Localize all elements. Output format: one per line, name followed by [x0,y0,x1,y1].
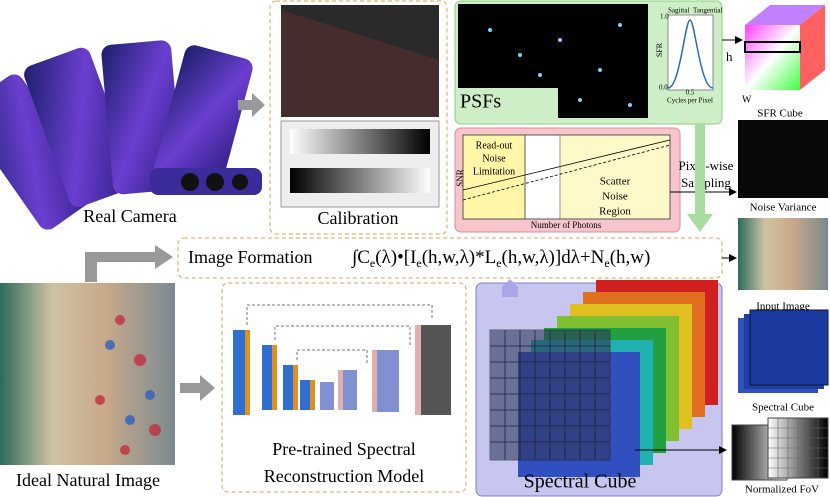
psfs-image [458,4,648,118]
arrow [85,245,173,282]
spectral-cube-thumb-label: Spectral Cube [752,402,814,414]
formula-part: ∫C [351,247,370,269]
psfs-label: PSFs [460,91,501,113]
noise-region-2: Noise [602,191,628,203]
natural-image-label: Ideal Natural Image [16,470,160,490]
sfr-legend: Sagittal [668,7,689,15]
formula: ∫Ce(λ)•[Ie(h,w,λ)*Le(h,w,λ)]dλ+Ne(h,w) [351,247,650,269]
noise-x-label: Number of Photons [531,220,602,230]
arrow [687,124,713,232]
spectral-cube-label: Spectral Cube [524,471,637,493]
sfr-y-max: 1.0 [660,13,669,21]
network [233,304,451,415]
formula-part: (λ)•[I [375,247,416,268]
arrow [180,375,215,401]
calibration-box [269,0,448,235]
model-label: Reconstruction Model [264,466,424,486]
formula-subscript: e [496,256,501,270]
input-image [738,218,828,290]
noise-region-2: Region [599,206,631,218]
calibration-label: Calibration [318,208,399,228]
noise-region-2: Scatter [600,176,631,188]
formula-part: (h,w) [610,247,651,268]
sampling-label: Sampling [681,175,731,190]
real-camera-image [0,0,265,230]
model-box [221,282,467,493]
model-label: Pre-trained Spectral [272,439,415,459]
formula-subscript: e [370,256,375,270]
formula-subscript: e [604,256,609,270]
sfr-legend: Tangential [693,7,722,15]
sfr-x-label: Cycles per Pixel [667,97,713,105]
sampling-label: Pixel-wise [679,158,734,173]
formula-subscript: e [416,256,421,270]
image-formation-label: Image Formation [188,247,312,267]
noise-region-1: Noise [482,153,506,164]
noise-variance-image [738,120,828,198]
natural-image [0,283,175,465]
noise-y-label: SNR [455,169,465,187]
sfr-cube-h: h [726,49,733,64]
normalized-fov-label: Normalized FoV [745,484,819,496]
noise-region-1: Limitation [473,166,515,177]
sfr-cube [744,5,825,90]
formula-part: (h,w,λ)*L [422,247,496,268]
sfr-y-label: SFR [655,42,664,57]
real-camera-label: Real Camera [83,206,176,226]
noise-region-1: Read-out [476,140,513,151]
arrow [238,93,265,117]
sfr-y-min: 0.0 [659,84,668,92]
noise-variance-label: Noise Variance [750,202,817,214]
sfr-cube-w: W [742,94,752,105]
sfr-cube-label: SFR Cube [757,108,803,120]
sfr-x-tick: 0.5 [686,89,695,97]
formula-part: (h,w,λ)]dλ+N [502,247,605,268]
